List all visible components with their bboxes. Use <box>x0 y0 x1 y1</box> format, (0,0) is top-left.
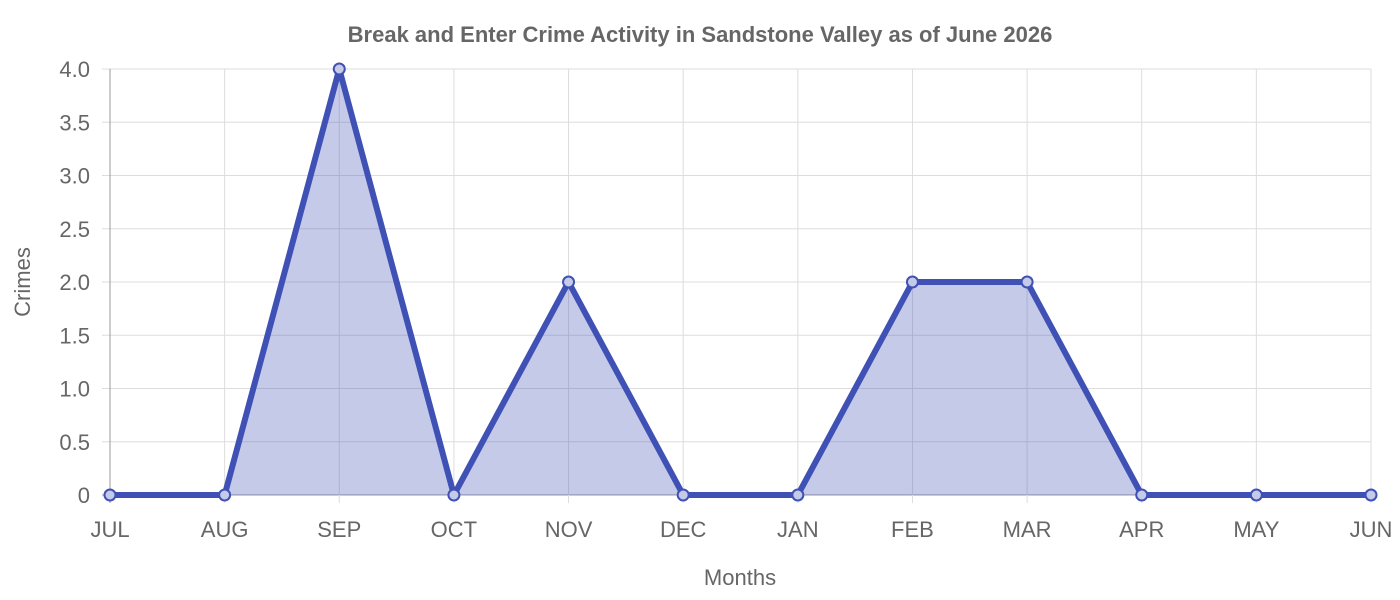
x-axis-title: Months <box>704 565 776 590</box>
y-tick-label: 1.5 <box>59 323 90 348</box>
x-tick-label: NOV <box>545 517 593 542</box>
y-tick-label: 0 <box>78 483 90 508</box>
x-tick-labels: JUL AUG SEP OCT NOV DEC JAN FEB MAR APR MAY JUN <box>90 517 1392 542</box>
data-point-apr[interactable] <box>1135 488 1149 502</box>
x-tick-label: DEC <box>660 517 707 542</box>
data-point-oct[interactable] <box>447 488 461 502</box>
y-tick-labels: 0 0.5 1.0 1.5 2.0 2.5 3.0 3.5 4.0 <box>59 57 90 508</box>
area-layer <box>107 66 1374 498</box>
data-point-mar[interactable] <box>1020 275 1034 289</box>
y-tick-label: 2.0 <box>59 270 90 295</box>
data-point-may[interactable] <box>1249 488 1263 502</box>
x-tick-label: AUG <box>201 517 249 542</box>
y-tick-label: 2.5 <box>59 217 90 242</box>
x-tick-label: FEB <box>891 517 934 542</box>
x-tick-label: SEP <box>317 517 361 542</box>
series-line <box>107 66 1374 498</box>
x-tick-label: JAN <box>777 517 819 542</box>
data-point-feb[interactable] <box>905 275 919 289</box>
y-tick-label: 4.0 <box>59 57 90 82</box>
chart-title: Break and Enter Crime Activity in Sandst… <box>348 22 1053 47</box>
x-tick-label: MAR <box>1003 517 1052 542</box>
x-tick-label: OCT <box>431 517 477 542</box>
y-tick-label: 0.5 <box>59 430 90 455</box>
y-tick-label: 1.0 <box>59 377 90 402</box>
data-point-jan[interactable] <box>791 488 805 502</box>
data-point-sep[interactable] <box>332 62 346 76</box>
data-point-nov[interactable] <box>562 275 576 289</box>
data-point-jun[interactable] <box>1364 488 1378 502</box>
x-tick-label: MAY <box>1233 517 1279 542</box>
data-point-aug[interactable] <box>218 488 232 502</box>
x-tick-label: JUN <box>1350 517 1393 542</box>
y-tick-label: 3.5 <box>59 110 90 135</box>
points-layer <box>103 62 1378 502</box>
data-point-jul[interactable] <box>103 488 117 502</box>
x-tick-label: APR <box>1119 517 1164 542</box>
y-axis-title: Crimes <box>10 247 35 317</box>
y-tick-label: 3.0 <box>59 164 90 189</box>
data-point-dec[interactable] <box>676 488 690 502</box>
x-tick-label: JUL <box>90 517 129 542</box>
